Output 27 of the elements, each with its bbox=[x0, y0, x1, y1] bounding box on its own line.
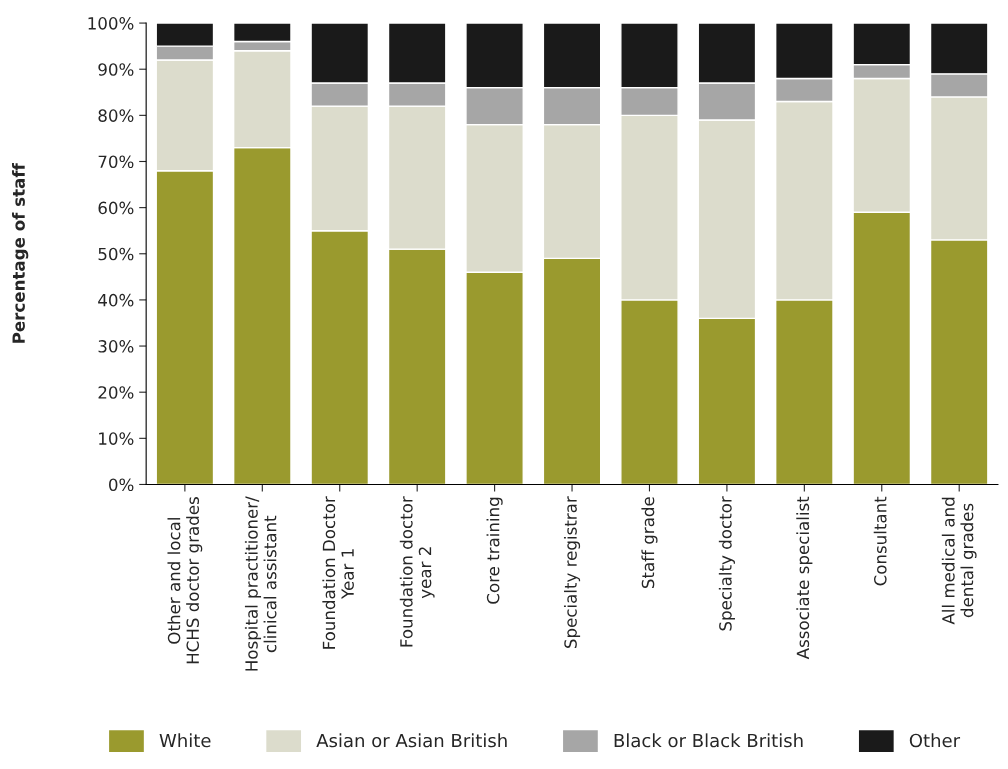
y-tick-label: 10% bbox=[99, 432, 134, 445]
x-tick-label: All medical and dental grades bbox=[941, 497, 977, 625]
legend-label: Asian or Asian British bbox=[316, 733, 507, 748]
y-tick-label: 50% bbox=[98, 247, 134, 261]
x-tick-label: Associate specialist bbox=[796, 496, 813, 660]
y-tick-label: 20% bbox=[98, 386, 134, 399]
y-axis-title: Percentage of staff bbox=[12, 163, 29, 343]
y-tick-label: 0% bbox=[109, 478, 134, 492]
x-tick-label: Staff grade bbox=[641, 497, 658, 589]
y-tick-label: 30% bbox=[98, 340, 134, 353]
x-tick-label: Specialty registrar bbox=[563, 496, 581, 648]
y-tick-label: 60% bbox=[98, 201, 134, 215]
y-tick-label: 80% bbox=[98, 109, 134, 122]
x-tick-label: Foundation doctor year 2 bbox=[399, 496, 435, 647]
y-tick-label: 90% bbox=[98, 63, 134, 76]
x-tick-label: Specialty doctor bbox=[718, 496, 735, 631]
x-tick-label: Core training bbox=[486, 497, 503, 604]
legend-label: White bbox=[159, 733, 211, 748]
legend-label: Black or Black British bbox=[614, 733, 803, 748]
y-tick-label: 70% bbox=[98, 155, 134, 169]
x-tick-label: Consultant bbox=[873, 496, 887, 586]
legend-label: Other bbox=[909, 733, 961, 748]
x-tick-label: Hospital practitioner/ clinical assistant bbox=[244, 496, 277, 671]
x-tick-label: Other and local HCHS doctor grades bbox=[167, 497, 203, 664]
y-tick-label: 100% bbox=[88, 17, 134, 30]
x-tick-label: Foundation Doctor Year 1 bbox=[322, 496, 354, 649]
y-tick-label: 40% bbox=[98, 293, 134, 307]
